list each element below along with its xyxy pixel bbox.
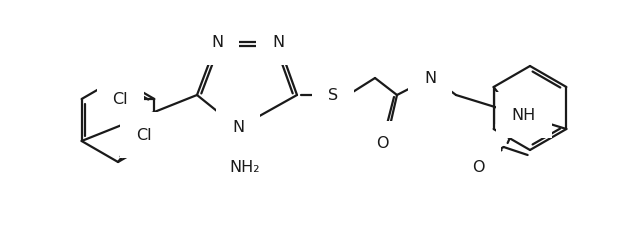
Text: N: N <box>211 35 223 50</box>
Text: N: N <box>272 35 284 50</box>
Text: NH₂: NH₂ <box>230 160 260 175</box>
Text: O: O <box>376 137 388 152</box>
Text: N: N <box>232 121 244 136</box>
Text: O: O <box>472 160 485 175</box>
Text: H: H <box>422 55 433 70</box>
Text: Cl: Cl <box>136 128 152 142</box>
Text: NH: NH <box>511 107 536 122</box>
Text: Cl: Cl <box>113 91 128 106</box>
Text: S: S <box>328 87 338 102</box>
Text: N: N <box>424 70 436 86</box>
